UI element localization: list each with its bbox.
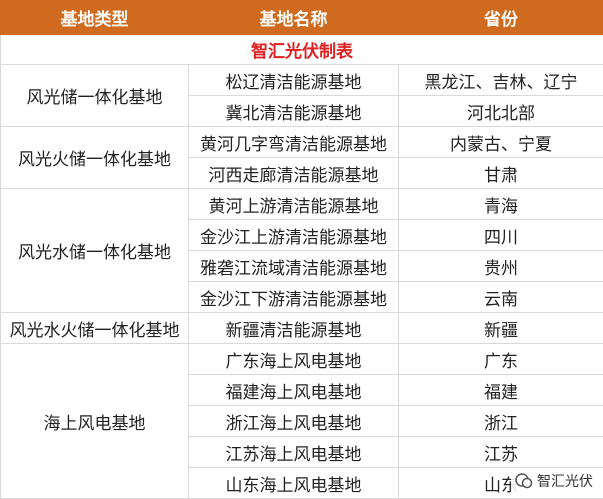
base-name: 新疆清洁能源基地 bbox=[188, 312, 399, 344]
province: 贵州 bbox=[398, 250, 603, 282]
row: 福建海上风电基地 福建 bbox=[1, 374, 603, 406]
base-name: 山东海上风电基地 bbox=[188, 467, 399, 499]
province: 云南 bbox=[398, 281, 603, 313]
province: 新疆 bbox=[398, 312, 603, 344]
base-type: 风光储一体化基地 bbox=[0, 64, 189, 127]
row: 金沙江下游清洁能源基地 云南 bbox=[1, 281, 603, 313]
header-cell: 基地类型 bbox=[0, 0, 189, 35]
base-name: 冀北清洁能源基地 bbox=[188, 95, 399, 127]
province: 福建 bbox=[398, 374, 603, 406]
header-cell: 省份 bbox=[398, 0, 603, 35]
watermark-text: 智汇光伏 bbox=[537, 473, 593, 489]
base-name: 福建海上风电基地 bbox=[188, 374, 399, 406]
table-body: 智汇光伏制表 风光储一体化基地 松辽清洁能源基地 黑龙江、吉林、辽宁 冀北清洁能源基地河… bbox=[0, 34, 603, 499]
province: 四川 bbox=[398, 219, 603, 251]
province: 甘肃 bbox=[398, 157, 603, 189]
row: 冀北清洁能源基地 河北北部 bbox=[1, 95, 603, 127]
row: 河西走廊清洁能源基地 甘肃 bbox=[1, 157, 603, 189]
base-type: 海上风电基地 bbox=[0, 343, 189, 499]
province: 青海 bbox=[398, 188, 603, 220]
province: 广东 bbox=[398, 343, 603, 375]
base-name: 河西走廊清洁能源基地 bbox=[188, 157, 399, 189]
province: 河北北部 bbox=[398, 95, 603, 127]
base-name: 金沙江下游清洁能源基地 bbox=[188, 281, 399, 313]
row: 风光火储一体化基地 黄河几字弯清洁能源基地 内蒙古、宁夏 bbox=[0, 126, 603, 189]
base-name: 黄河上游清洁能源基地 bbox=[188, 188, 399, 220]
base-name: 金沙江上游清洁能源基地 bbox=[188, 219, 399, 251]
row: 江苏海上风电基地 江苏 bbox=[1, 436, 603, 468]
base-name: 黄河几字弯清洁能源基地 bbox=[188, 126, 399, 158]
wechat-icon bbox=[515, 473, 533, 489]
header-cell: 基地名称 bbox=[188, 0, 399, 35]
row: 风光水火储一体化基地 新疆清洁能源基地 新疆 bbox=[0, 312, 603, 344]
title-row: 智汇光伏制表 bbox=[0, 34, 603, 65]
header-row: 基地类型 基地名称 省份 bbox=[0, 0, 603, 35]
row: 浙江海上风电基地 浙江 bbox=[1, 405, 603, 437]
row: 海上风电基地 广东海上风电基地 广东 bbox=[0, 343, 603, 499]
base-type: 风光水火储一体化基地 bbox=[0, 312, 189, 344]
base-name: 广东海上风电基地 bbox=[188, 343, 399, 375]
base-name: 浙江海上风电基地 bbox=[188, 405, 399, 437]
row: 山东海上风电基地 山东 bbox=[1, 467, 603, 499]
row: 风光水储一体化基地 黄河上游清洁能源基地 青海 bbox=[0, 188, 603, 313]
province: 江苏 bbox=[398, 436, 603, 468]
row: 金沙江上游清洁能源基地 四川 bbox=[1, 219, 603, 251]
base-type: 风光火储一体化基地 bbox=[0, 126, 189, 189]
province: 黑龙江、吉林、辽宁 bbox=[398, 64, 603, 96]
watermark: 智汇光伏 bbox=[511, 469, 597, 493]
row: 雅砻江流域清洁能源基地 贵州 bbox=[1, 250, 603, 282]
row: 风光储一体化基地 松辽清洁能源基地 黑龙江、吉林、辽宁 bbox=[0, 64, 603, 127]
province: 浙江 bbox=[398, 405, 603, 437]
base-name: 松辽清洁能源基地 bbox=[188, 64, 399, 96]
base-name: 雅砻江流域清洁能源基地 bbox=[188, 250, 399, 282]
table-title: 智汇光伏制表 bbox=[0, 34, 603, 65]
base-type: 风光水储一体化基地 bbox=[0, 188, 189, 313]
province: 内蒙古、宁夏 bbox=[398, 126, 603, 158]
base-name: 江苏海上风电基地 bbox=[188, 436, 399, 468]
